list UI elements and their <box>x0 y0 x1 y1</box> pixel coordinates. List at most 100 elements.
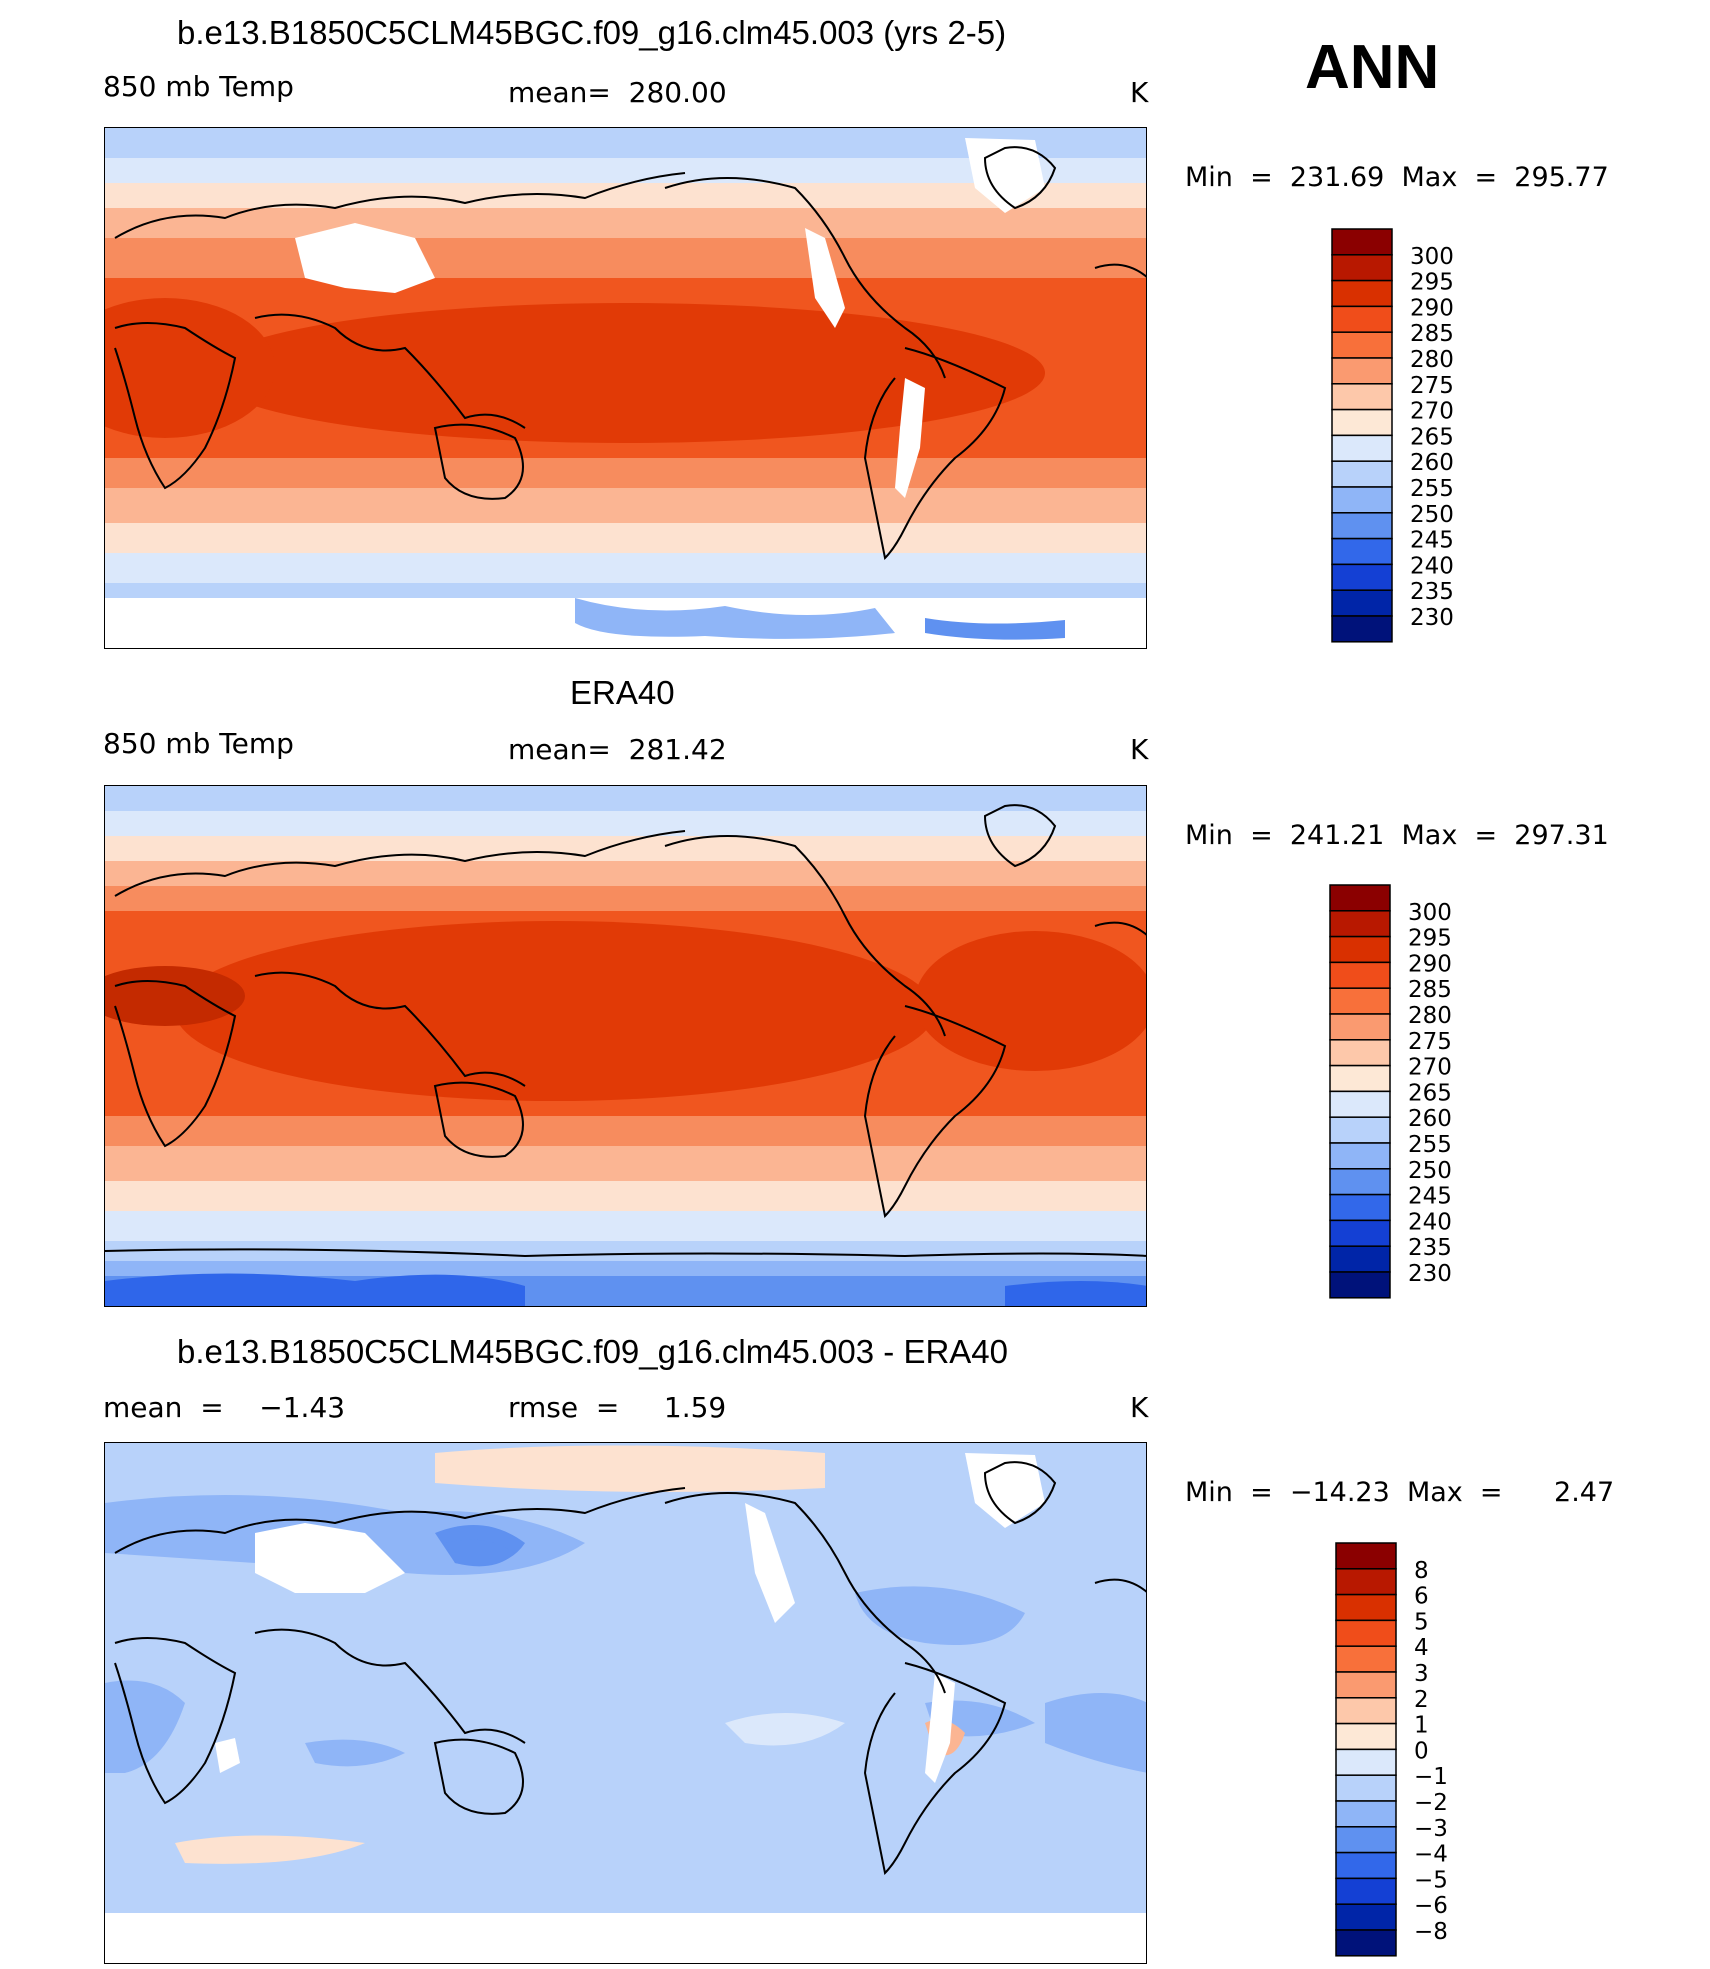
colorbar-swatch <box>1335 1748 1397 1776</box>
colorbar-tick-label: −6 <box>1414 1893 1448 1919</box>
colorbar-swatch <box>1331 563 1393 591</box>
colorbar-tick-label: 240 <box>1408 1209 1452 1235</box>
colorbar-tick-label: 280 <box>1408 1003 1452 1029</box>
rockies-missing <box>745 1503 795 1623</box>
colorbar-tick-label: 260 <box>1410 450 1454 476</box>
colorbar-swatch <box>1331 460 1393 488</box>
tibet-missing <box>255 1523 405 1593</box>
warm-pool <box>205 303 1045 443</box>
colorbar-tick-label: 240 <box>1410 553 1454 579</box>
colorbar-swatch <box>1329 1013 1391 1041</box>
coastlines <box>114 1461 1146 1876</box>
panel1-colorbar-svg: 3002952902852802752702652602552502452402… <box>1331 228 1454 643</box>
colorbar-tick-label: 275 <box>1410 373 1454 399</box>
colorbar-swatch <box>1329 961 1391 989</box>
band <box>105 1181 1146 1216</box>
neg-2-region <box>305 1739 405 1767</box>
colorbar-swatch <box>1335 1903 1397 1931</box>
colorbar-swatch <box>1331 254 1393 282</box>
colorbar-swatch <box>1335 1851 1397 1880</box>
colorbar-swatch <box>1331 331 1393 359</box>
colorbar-swatch <box>1335 1568 1397 1596</box>
colorbar-tick-label: 300 <box>1410 244 1454 270</box>
colorbar-tick-label: 285 <box>1408 977 1452 1003</box>
colorbar-tick-label: −5 <box>1414 1867 1448 1893</box>
greenland-missing <box>965 138 1045 213</box>
panel1-colorbar: 300 295 290 285 280 275 270 265 260 255 250 245 240 2… <box>1331 228 1592 643</box>
colorbar-swatch <box>1329 1039 1391 1067</box>
panel2-units-label: K <box>1130 733 1149 766</box>
colorbar-tick-label: 290 <box>1410 295 1454 321</box>
panel2-colorbar-svg: 3002952902852802752702652602552502452402… <box>1329 884 1452 1299</box>
rockies-missing <box>805 228 845 328</box>
colorbar-swatch <box>1331 537 1393 566</box>
panel3-map <box>104 1442 1147 1964</box>
colorbar-swatch <box>1329 910 1391 938</box>
colorbar-tick-label: 270 <box>1408 1055 1452 1081</box>
colorbar-swatch <box>1335 1593 1397 1622</box>
band <box>105 488 1146 528</box>
panel2-minmax: Min = 241.21 Max = 297.31 <box>1185 820 1609 851</box>
panel1-minmax: Min = 231.69 Max = 295.77 <box>1185 162 1609 193</box>
colorbar-swatch <box>1331 589 1393 617</box>
colorbar-tick-label: 5 <box>1414 1609 1429 1635</box>
neg-2-region <box>855 1586 1025 1645</box>
band <box>105 1211 1146 1246</box>
panel1-title: b.e13.B1850C5CLM45BGC.f09_g16.clm45.003 … <box>177 14 1007 51</box>
colorbar-tick-label: 260 <box>1408 1106 1452 1132</box>
warm-pool <box>175 921 935 1101</box>
panel3-colorbar: 8 6 5 4 3 2 1 0 −1 −2 −3 −4 −5 −6 −8 <box>1335 1542 1596 1957</box>
colorbar-swatch <box>1329 1245 1391 1273</box>
colorbar-swatch <box>1335 1877 1397 1905</box>
colorbar-swatch <box>1335 1671 1397 1699</box>
antarctica-shelf <box>575 598 895 639</box>
colorbar-tick-label: −8 <box>1414 1919 1448 1945</box>
colorbar-swatch <box>1331 408 1393 437</box>
neg-3-region <box>445 1539 515 1567</box>
colorbar-swatch <box>1335 1722 1397 1751</box>
colorbar-tick-label: 280 <box>1410 347 1454 373</box>
andes-missing <box>925 1673 955 1783</box>
neg-1-region <box>725 1713 845 1746</box>
panel3-rmse-label: rmse = 1.59 <box>508 1391 727 1424</box>
colorbar-tick-label: 245 <box>1410 528 1454 554</box>
colorbar-tick-label: 295 <box>1408 926 1452 952</box>
panel3-mean-label: mean = −1.43 <box>103 1391 346 1424</box>
andes-missing <box>895 378 925 498</box>
warm-pool-africa <box>105 298 275 438</box>
colorbar-swatch <box>1331 512 1393 540</box>
panel2-title: ERA40 <box>570 674 675 711</box>
colorbar-tick-label: 1 <box>1414 1713 1429 1739</box>
colorbar-tick-label: 2 <box>1414 1687 1429 1713</box>
colorbar-tick-label: 255 <box>1410 476 1454 502</box>
colorbar-swatch <box>1331 305 1393 333</box>
panel2-map <box>104 785 1147 1307</box>
colorbar-swatch <box>1331 486 1393 514</box>
colorbar-tick-label: 3 <box>1414 1661 1429 1687</box>
colorbar-swatch <box>1329 987 1391 1015</box>
colorbar-tick-label: 250 <box>1408 1158 1452 1184</box>
band <box>105 1146 1146 1186</box>
colorbar-swatch <box>1335 1619 1397 1647</box>
panel1-map <box>104 127 1147 649</box>
panel3-units-label: K <box>1130 1391 1149 1424</box>
colorbar-swatch <box>1335 1542 1397 1570</box>
colorbar-swatch <box>1331 383 1393 411</box>
warm-pool-atlantic <box>915 931 1146 1071</box>
season-label: ANN <box>1305 33 1440 102</box>
colorbar-swatch <box>1335 1645 1397 1673</box>
colorbar-tick-label: −3 <box>1414 1816 1448 1842</box>
colorbar-swatch <box>1329 1090 1391 1118</box>
panel2-variable-label: 850 mb Temp <box>103 727 294 760</box>
colorbar-tick-label: 235 <box>1408 1235 1452 1261</box>
panel2-colorbar: 300 295 290 285 280 275 270 265 260 255 250 245 240 2… <box>1329 884 1590 1299</box>
colorbar-tick-label: 250 <box>1410 502 1454 528</box>
colorbar-swatch <box>1331 615 1393 643</box>
colorbar-tick-label: 230 <box>1410 605 1454 631</box>
greenland-missing <box>965 1453 1045 1528</box>
colorbar-swatch <box>1335 1800 1397 1828</box>
colorbar-swatch <box>1329 935 1391 964</box>
colorbar-swatch <box>1329 1193 1391 1222</box>
colorbar-tick-label: 265 <box>1410 424 1454 450</box>
colorbar-tick-label: 295 <box>1410 270 1454 296</box>
